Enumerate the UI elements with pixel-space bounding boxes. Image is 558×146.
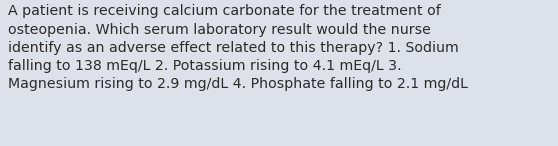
Text: A patient is receiving calcium carbonate for the treatment of
osteopenia. Which : A patient is receiving calcium carbonate… [8,4,468,91]
